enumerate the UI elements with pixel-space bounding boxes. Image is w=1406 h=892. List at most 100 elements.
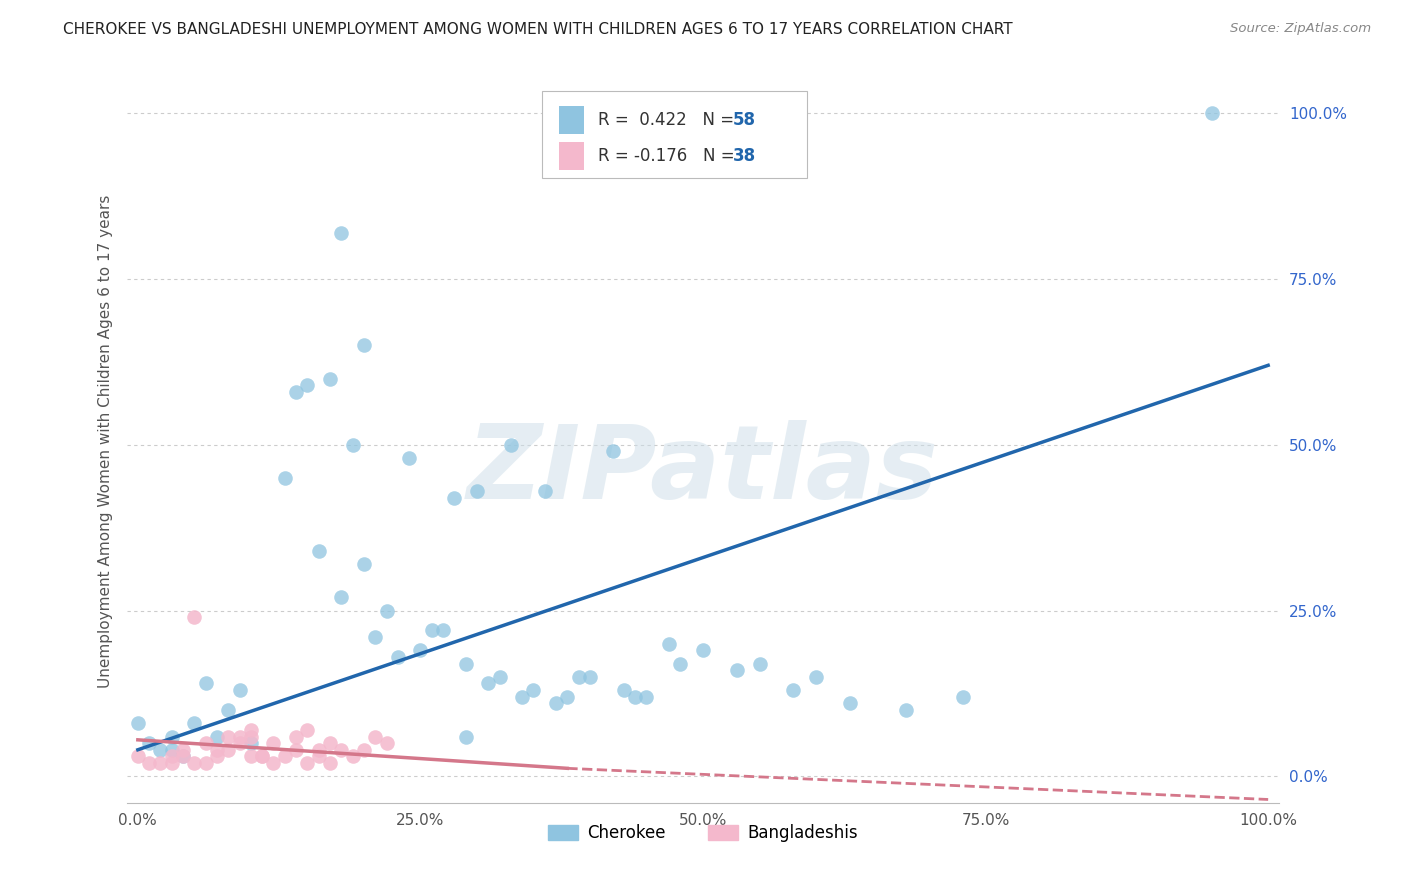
Point [274, 749, 297, 764]
Point [263, 736, 285, 750]
Point [782, 683, 804, 698]
Point [568, 670, 591, 684]
Point [172, 743, 194, 757]
Point [557, 690, 579, 704]
Point [839, 697, 862, 711]
Point [263, 756, 285, 770]
Point [297, 378, 319, 392]
Point [375, 736, 398, 750]
Point [239, 749, 262, 764]
Point [330, 591, 353, 605]
Text: CHEROKEE VS BANGLADESHI UNEMPLOYMENT AMONG WOMEN WITH CHILDREN AGES 6 TO 17 YEAR: CHEROKEE VS BANGLADESHI UNEMPLOYMENT AMO… [63, 22, 1012, 37]
Point [285, 730, 308, 744]
Point [194, 676, 217, 690]
Point [499, 438, 522, 452]
Point [160, 749, 183, 764]
Point [127, 716, 149, 731]
Point [285, 384, 308, 399]
Point [443, 491, 465, 505]
Point [308, 743, 330, 757]
Point [172, 749, 194, 764]
Point [217, 743, 239, 757]
Text: ZIPatlas: ZIPatlas [467, 420, 939, 521]
Point [205, 749, 228, 764]
Point [297, 756, 319, 770]
Point [160, 743, 183, 757]
Point [613, 683, 636, 698]
FancyBboxPatch shape [560, 106, 585, 134]
Point [409, 643, 432, 657]
Point [342, 749, 364, 764]
Point [217, 703, 239, 717]
Point [658, 637, 681, 651]
FancyBboxPatch shape [560, 143, 585, 169]
Legend: Cherokee, Bangladeshis: Cherokee, Bangladeshis [541, 817, 865, 848]
Point [149, 756, 172, 770]
Point [602, 444, 624, 458]
Point [183, 716, 205, 731]
Point [308, 544, 330, 558]
Point [477, 676, 499, 690]
Point [387, 650, 409, 665]
Point [138, 756, 160, 770]
Point [522, 683, 544, 698]
Point [488, 670, 510, 684]
Text: 58: 58 [733, 111, 756, 129]
Point [160, 730, 183, 744]
Y-axis label: Unemployment Among Women with Children Ages 6 to 17 years: Unemployment Among Women with Children A… [97, 194, 112, 689]
Point [205, 730, 228, 744]
Point [239, 730, 262, 744]
Text: Source: ZipAtlas.com: Source: ZipAtlas.com [1230, 22, 1371, 36]
Point [636, 690, 658, 704]
Point [160, 756, 183, 770]
Point [544, 697, 567, 711]
Point [364, 630, 387, 644]
Point [896, 703, 918, 717]
Point [250, 749, 273, 764]
Point [330, 226, 353, 240]
Point [353, 743, 375, 757]
Text: 38: 38 [733, 147, 756, 165]
Point [748, 657, 770, 671]
Text: R = -0.176   N =: R = -0.176 N = [598, 147, 740, 165]
Point [319, 736, 342, 750]
Point [342, 438, 364, 452]
Point [353, 338, 375, 352]
Point [228, 683, 250, 698]
Point [533, 484, 555, 499]
Point [172, 749, 194, 764]
Point [375, 603, 398, 617]
Point [297, 723, 319, 737]
Text: R =  0.422   N =: R = 0.422 N = [598, 111, 740, 129]
Point [250, 749, 273, 764]
Point [725, 663, 748, 677]
Point [194, 736, 217, 750]
Point [149, 743, 172, 757]
Point [510, 690, 533, 704]
Point [330, 743, 353, 757]
Point [1201, 106, 1223, 120]
Point [239, 736, 262, 750]
Point [454, 730, 477, 744]
Point [138, 736, 160, 750]
Point [285, 743, 308, 757]
Point [432, 624, 454, 638]
Point [319, 371, 342, 385]
Point [308, 749, 330, 764]
Point [579, 670, 602, 684]
Point [454, 657, 477, 671]
Point [205, 743, 228, 757]
Point [353, 557, 375, 571]
Point [364, 730, 387, 744]
Point [624, 690, 647, 704]
Point [319, 756, 342, 770]
Point [420, 624, 443, 638]
Point [398, 451, 420, 466]
Point [183, 610, 205, 624]
Point [228, 730, 250, 744]
FancyBboxPatch shape [541, 91, 807, 178]
Point [127, 749, 149, 764]
Point [228, 736, 250, 750]
Point [952, 690, 974, 704]
Point [239, 723, 262, 737]
